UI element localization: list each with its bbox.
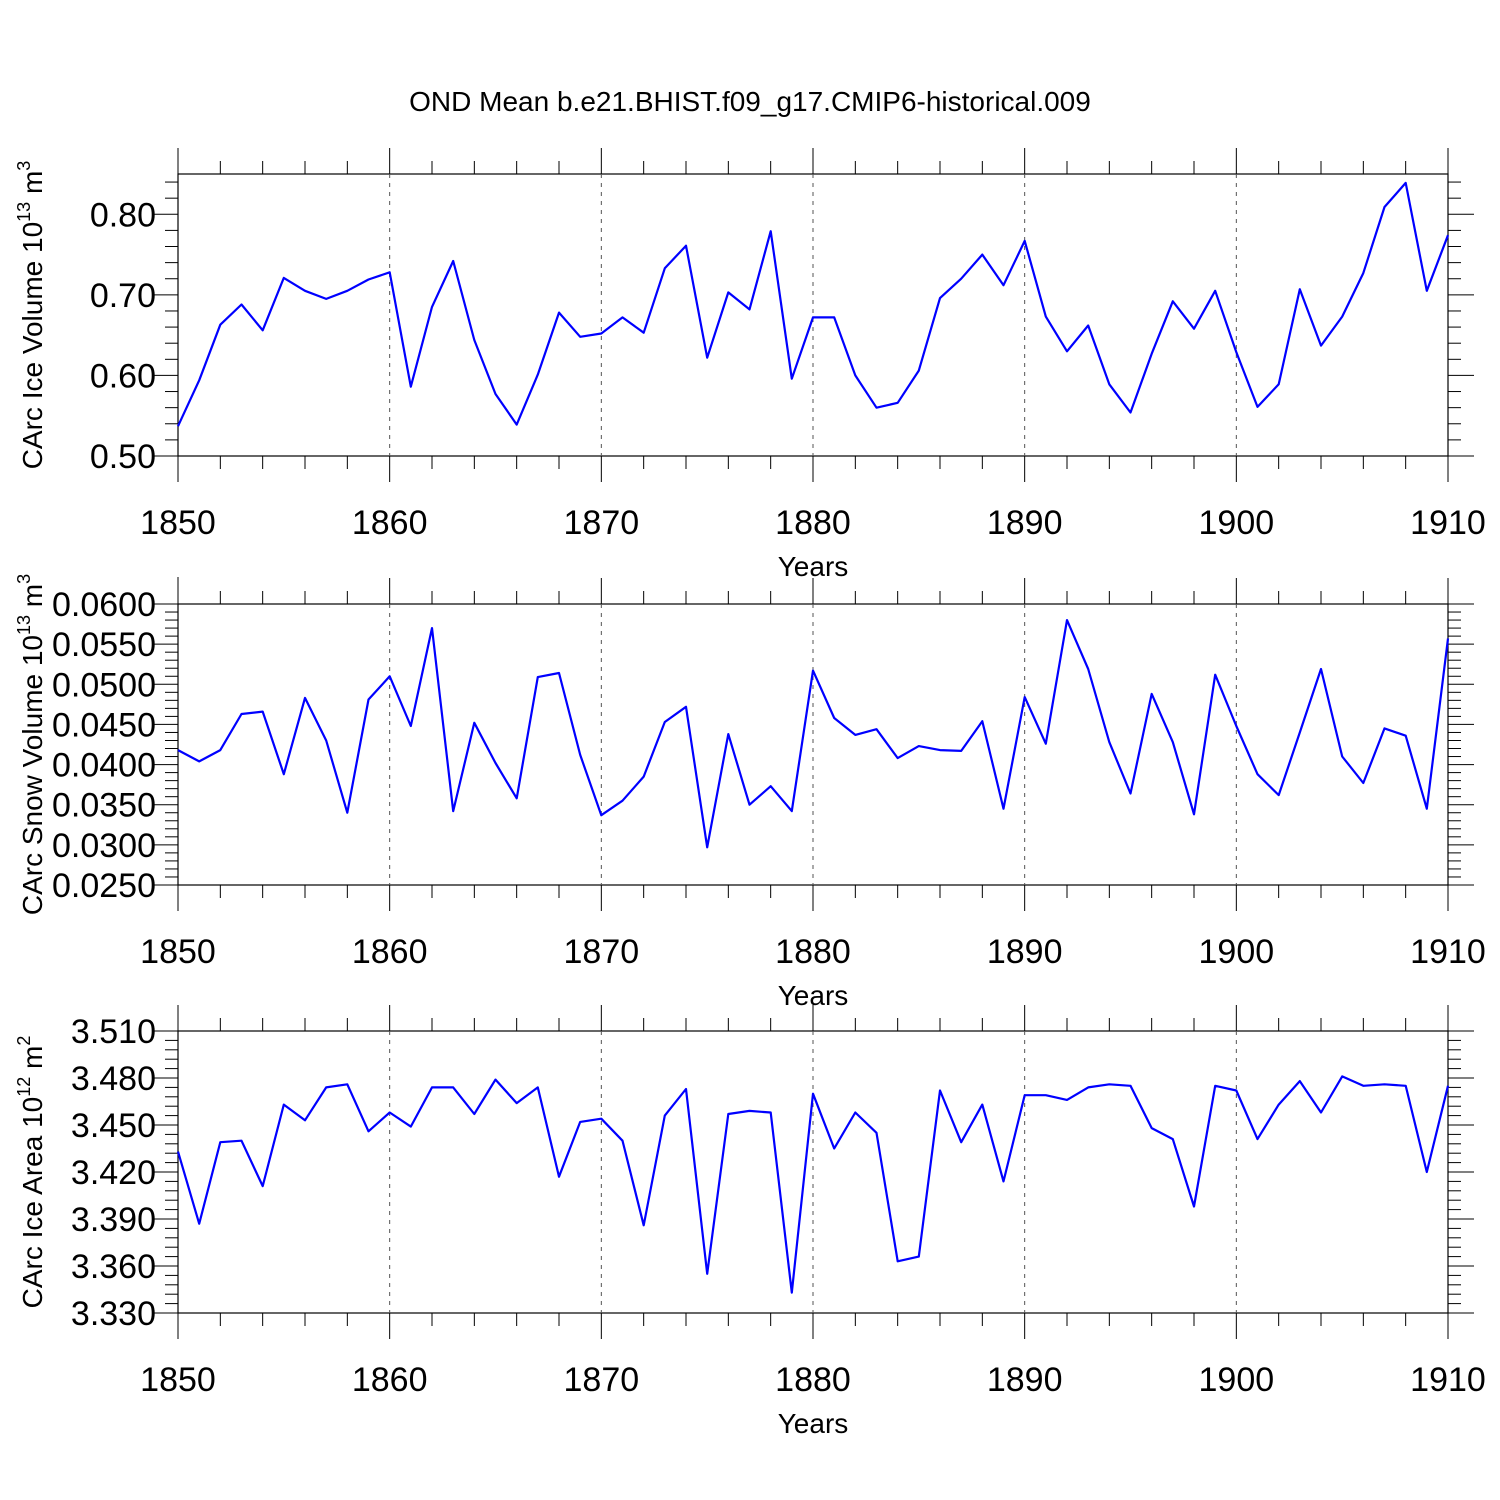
- y-axis-label-unit: m: [17, 171, 48, 202]
- y-axis-label-text: CArc Ice Volume 10: [17, 222, 48, 469]
- x-tick-label: 1850: [140, 933, 216, 971]
- x-axis-label: Years: [778, 551, 849, 582]
- y-tick-label: 0.70: [90, 277, 156, 315]
- chart-panel-1: 1850 1860 1870 1880 1890 1900 1910 Years 0.50 0.6…: [14, 148, 1486, 582]
- figure-title: OND Mean b.e21.BHIST.f09_g17.CMIP6-histo…: [409, 86, 1091, 117]
- panels: 1850 1860 1870 1880 1890 1900 1910 Years 0.50 0.6…: [14, 148, 1486, 1439]
- y-tick-label: 0.0300: [52, 827, 156, 865]
- chart-panel-3: 1850 1860 1870 1880 1890 1900 1910Years3.3303.…: [14, 1005, 1486, 1439]
- x-tick-label: 1910: [1410, 504, 1486, 542]
- series-line: [177, 618, 1450, 849]
- y-tick-label: 0.0600: [52, 586, 156, 624]
- y-axis-label-exponent: 13: [14, 615, 34, 635]
- series-line: [176, 1075, 1450, 1294]
- y-tick-label: 0.80: [90, 196, 156, 234]
- x-tick-label: 1870: [564, 1361, 640, 1399]
- y-axis-label-exponent: 12: [14, 1077, 34, 1097]
- y-tick-label: 0.0550: [52, 626, 156, 664]
- x-tick-label: 1890: [987, 933, 1063, 971]
- x-tick-label: 1890: [987, 504, 1063, 542]
- x-tick-label: 1910: [1410, 1361, 1486, 1399]
- y-tick-label: 3.450: [71, 1107, 156, 1145]
- y-axis-label: CArc Snow Volume 1013 m3: [14, 574, 48, 915]
- x-tick-label: 1860: [352, 1361, 428, 1399]
- y-tick-label: 3.480: [71, 1060, 156, 1098]
- y-tick-label: 0.0500: [52, 666, 156, 704]
- y-axis-label: CArc Ice Volume 1013 m3: [14, 161, 48, 470]
- y-axis-label-unit-exponent: 3: [14, 574, 34, 584]
- y-axis-label-exponent: 13: [14, 202, 34, 222]
- x-tick-label: 1890: [987, 1361, 1063, 1399]
- y-axis-label-text: CArc Ice Area 10: [17, 1097, 48, 1309]
- y-tick-label: 3.360: [71, 1248, 156, 1286]
- x-tick-label: 1860: [352, 504, 428, 542]
- y-tick-label: 0.0250: [52, 867, 156, 905]
- x-axis: 1850 1860 1870 1880 1890 1900 1910 Years: [140, 148, 1486, 582]
- y-axis-label-unit: m: [17, 584, 48, 615]
- x-tick-label: 1860: [352, 933, 428, 971]
- x-axis-label: Years: [778, 1408, 849, 1439]
- y-tick-label: 3.390: [71, 1201, 156, 1239]
- x-tick-label: 1900: [1199, 933, 1275, 971]
- y-tick-label: 3.330: [71, 1295, 156, 1333]
- x-tick-label: 1880: [775, 504, 851, 542]
- y-axis: 0.02500.03000.03500.04000.04500.05000.05…: [14, 574, 1474, 915]
- chart-panel-2: 1850 1860 1870 1880 1890 1900 1910Years0.02500…: [14, 574, 1486, 1011]
- y-tick-label: 0.50: [90, 438, 156, 476]
- x-tick-label: 1900: [1199, 504, 1275, 542]
- y-tick-label: 0.0400: [52, 747, 156, 785]
- y-axis-label-unit: m: [17, 1046, 48, 1077]
- x-tick-label: 1850: [140, 504, 216, 542]
- y-axis-label-unit-exponent: 2: [14, 1036, 34, 1046]
- y-axis: 0.50 0.60 0.70 0.80 CArc Ice Volume 1013 m3: [14, 161, 1474, 476]
- x-axis: 1850 1860 1870 1880 1890 1900 1910 Years: [140, 1005, 1486, 1439]
- x-tick-label: 1870: [564, 504, 640, 542]
- y-tick-label: 0.0350: [52, 787, 156, 825]
- y-tick-label: 3.420: [71, 1154, 156, 1192]
- y-tick-label: 0.0450: [52, 706, 156, 744]
- y-tick-label: 3.510: [71, 1013, 156, 1051]
- y-axis-label-text: CArc Snow Volume 10: [17, 635, 48, 915]
- x-tick-label: 1850: [140, 1361, 216, 1399]
- y-tick-label: 0.60: [90, 357, 156, 395]
- x-tick-label: 1910: [1410, 933, 1486, 971]
- x-tick-label: 1870: [564, 933, 640, 971]
- x-tick-label: 1900: [1199, 1361, 1275, 1399]
- y-axis-label-unit-exponent: 3: [14, 161, 34, 171]
- y-axis: 3.330 3.360 3.390 3.420 3.450 3.480 3.510 CArc …: [14, 1013, 1474, 1333]
- series-line: [177, 181, 1450, 427]
- y-axis-label: CArc Ice Area 1012 m2: [14, 1036, 48, 1309]
- x-tick-label: 1880: [775, 933, 851, 971]
- x-tick-label: 1880: [775, 1361, 851, 1399]
